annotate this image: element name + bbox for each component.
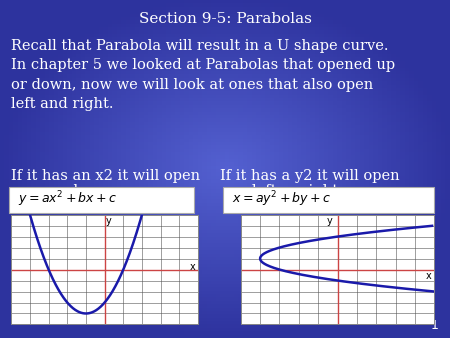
Text: Recall that Parabola will result in a U shape curve.
In chapter 5 we looked at P: Recall that Parabola will result in a U …	[11, 39, 396, 111]
Text: y: y	[105, 216, 111, 226]
Text: If it has an x2 it will open: If it has an x2 it will open	[11, 169, 200, 183]
Text: up or down.: up or down.	[11, 184, 114, 198]
Text: Section 9-5: Parabolas: Section 9-5: Parabolas	[139, 12, 311, 26]
Text: $y = ax^2 + bx + c$: $y = ax^2 + bx + c$	[18, 190, 117, 209]
Text: y: y	[327, 216, 333, 226]
Text: x: x	[426, 271, 432, 281]
Text: x: x	[189, 262, 195, 272]
Text: $x = ay^2 + by + c$: $x = ay^2 + by + c$	[232, 190, 331, 209]
Text: left or right.: left or right.	[252, 184, 343, 198]
Text: If it has a y2 it will open: If it has a y2 it will open	[220, 169, 400, 183]
Text: 1: 1	[431, 319, 439, 332]
FancyBboxPatch shape	[9, 187, 194, 213]
FancyBboxPatch shape	[223, 187, 434, 213]
